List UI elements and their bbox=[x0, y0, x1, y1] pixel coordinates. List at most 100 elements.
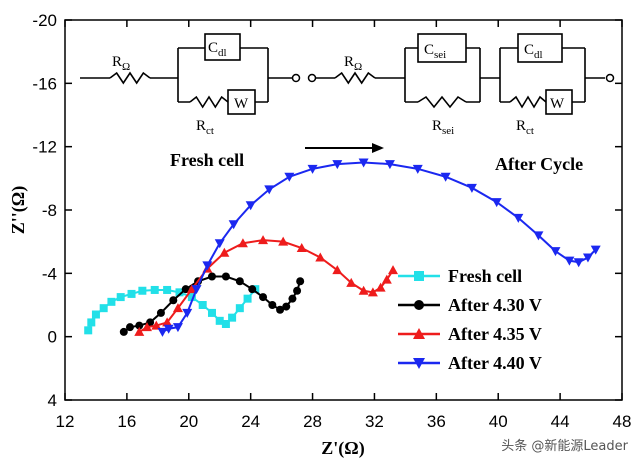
data-point bbox=[388, 265, 399, 275]
x-tick-label: 40 bbox=[489, 412, 508, 431]
data-point bbox=[358, 285, 369, 295]
circuit-label: Rct bbox=[196, 118, 214, 137]
arrow-head bbox=[372, 143, 384, 153]
data-point bbox=[169, 296, 178, 305]
data-point bbox=[215, 316, 224, 325]
circuit-wire bbox=[334, 71, 376, 85]
data-point bbox=[491, 198, 502, 208]
y-tick-label: -4 bbox=[42, 264, 57, 283]
circuit-label: Rsei bbox=[432, 118, 454, 137]
circuit-label-base: R bbox=[344, 54, 354, 70]
legend bbox=[392, 262, 582, 386]
data-point bbox=[172, 303, 183, 313]
x-tick-label: 36 bbox=[427, 412, 446, 431]
data-point bbox=[235, 304, 244, 313]
circuit-box bbox=[417, 33, 467, 63]
data-point bbox=[315, 252, 326, 262]
data-point bbox=[513, 213, 524, 223]
x-tick-label: 44 bbox=[551, 412, 570, 431]
circuit-label-base: W bbox=[234, 96, 249, 112]
data-point bbox=[162, 317, 173, 327]
circuit-box bbox=[204, 33, 241, 61]
data-point bbox=[99, 304, 108, 313]
data-point bbox=[358, 158, 369, 168]
data-point bbox=[384, 160, 395, 170]
data-point bbox=[156, 308, 165, 317]
circuit-label: RΩ bbox=[112, 54, 130, 73]
data-point bbox=[163, 324, 174, 334]
legend-label: After 4.30 V bbox=[448, 295, 542, 315]
data-point bbox=[125, 323, 134, 332]
data-point bbox=[221, 272, 230, 281]
data-point bbox=[550, 247, 561, 257]
x-tick-label: 12 bbox=[56, 412, 75, 431]
data-point bbox=[107, 297, 116, 306]
circuit-box bbox=[545, 89, 573, 115]
y-tick-label: 0 bbox=[48, 328, 57, 347]
data-point bbox=[332, 265, 343, 275]
circuit-label-sub: ct bbox=[526, 125, 534, 137]
circuit-label-sub: sei bbox=[434, 49, 446, 61]
legend-label: Fresh cell bbox=[448, 266, 522, 286]
circuit-wire bbox=[375, 47, 605, 103]
data-point bbox=[87, 318, 96, 327]
data-point bbox=[235, 277, 244, 286]
x-tick-label: 20 bbox=[179, 412, 198, 431]
x-axis-label: Z'(Ω) bbox=[321, 438, 364, 459]
circuit-label-base: W bbox=[550, 96, 565, 112]
y-axis-label: Z''(Ω) bbox=[8, 186, 29, 234]
data-point bbox=[157, 327, 168, 337]
series-line bbox=[87, 288, 257, 331]
annotation: After Cycle bbox=[495, 154, 583, 174]
data-point bbox=[296, 277, 305, 286]
circuit-node bbox=[307, 73, 317, 83]
circuit-label-base: R bbox=[516, 118, 526, 134]
legend-marker bbox=[413, 358, 425, 369]
data-point bbox=[150, 285, 159, 294]
data-point bbox=[84, 326, 93, 335]
data-point bbox=[214, 239, 225, 249]
y-tick-label: -12 bbox=[32, 138, 57, 157]
data-point bbox=[332, 160, 343, 170]
data-point bbox=[207, 308, 216, 317]
data-point bbox=[258, 235, 269, 245]
circuit-box bbox=[227, 89, 256, 115]
circuit-node bbox=[291, 73, 301, 83]
x-tick-label: 16 bbox=[117, 412, 136, 431]
data-point bbox=[296, 243, 307, 252]
data-point bbox=[181, 285, 190, 294]
watermark: 头条 @新能源Leader bbox=[501, 438, 628, 454]
data-point bbox=[187, 293, 196, 302]
circuit-wire bbox=[509, 95, 547, 109]
data-point bbox=[219, 247, 230, 257]
data-point bbox=[288, 294, 297, 303]
circuit-label-sub: Ω bbox=[122, 61, 130, 73]
data-point bbox=[264, 185, 275, 195]
annotation: Fresh cell bbox=[170, 150, 244, 170]
circuit-label-sub: Ω bbox=[354, 61, 362, 73]
circuit-label-base: C bbox=[424, 42, 434, 58]
x-tick-label: 32 bbox=[365, 412, 384, 431]
data-point bbox=[259, 293, 268, 302]
x-tick-label: 48 bbox=[613, 412, 632, 431]
data-point bbox=[346, 277, 357, 287]
circuit-label: W bbox=[234, 96, 249, 112]
data-point bbox=[221, 320, 230, 328]
data-point bbox=[119, 327, 128, 336]
data-point bbox=[440, 172, 451, 182]
data-point bbox=[268, 301, 277, 309]
data-point bbox=[207, 272, 216, 281]
circuit-label-base: R bbox=[112, 54, 122, 70]
data-point bbox=[245, 201, 256, 211]
y-tick-label: -16 bbox=[32, 74, 57, 93]
data-point bbox=[191, 285, 202, 295]
circuit-label: Csei bbox=[424, 42, 446, 61]
legend-marker bbox=[414, 300, 424, 310]
data-point bbox=[381, 274, 392, 284]
data-point bbox=[91, 310, 100, 319]
circuit-wire bbox=[150, 47, 292, 103]
circuit-label: W bbox=[550, 96, 565, 112]
legend-marker bbox=[414, 271, 424, 281]
circuit-label-sub: sei bbox=[442, 125, 454, 137]
